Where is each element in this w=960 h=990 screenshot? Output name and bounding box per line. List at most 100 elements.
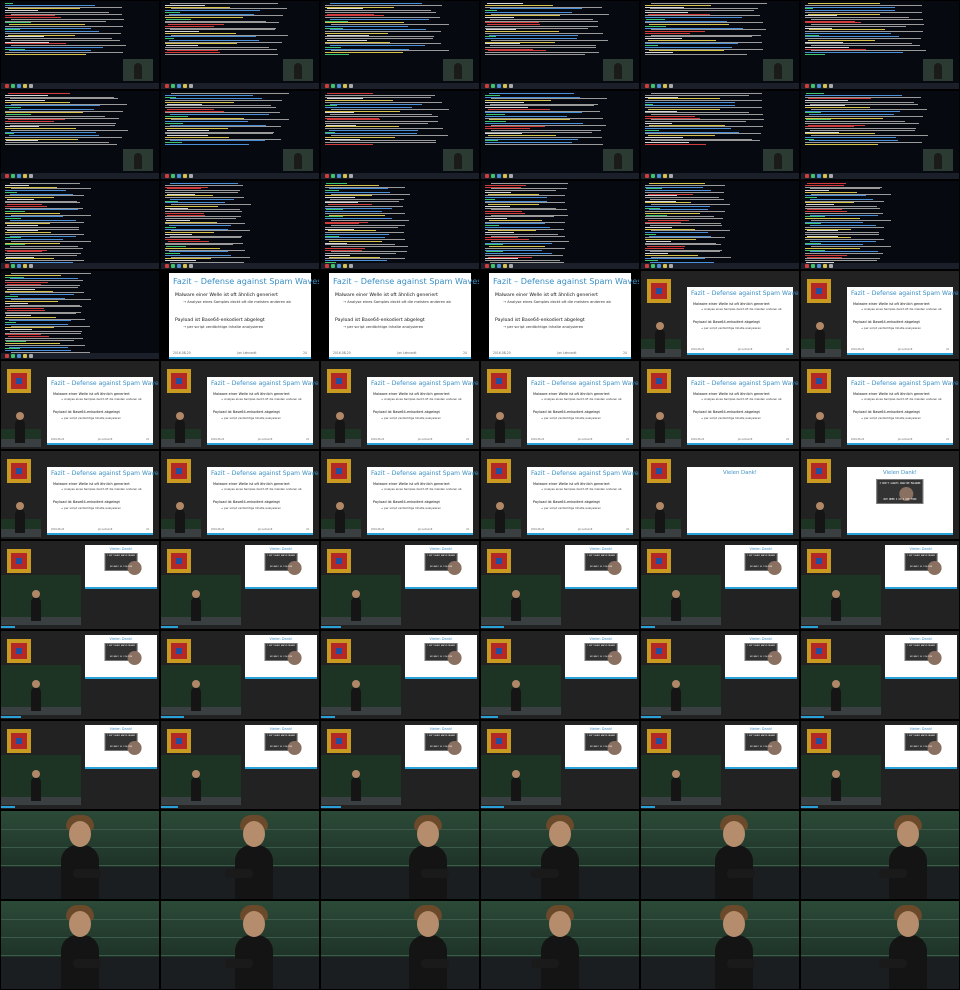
video-frame[interactable] — [321, 1, 479, 89]
video-frame[interactable] — [1, 811, 159, 899]
speaker-head — [32, 680, 40, 688]
terminal-line — [485, 260, 560, 261]
video-frame[interactable]: Vielen Dank! I DON'T ALWAYS ANALYZE MALWA… — [1, 721, 159, 809]
video-frame[interactable]: Fazit – Defense against Spam Waves Malwar… — [161, 361, 319, 449]
video-frame[interactable] — [641, 1, 799, 89]
video-frame[interactable] — [1, 181, 159, 269]
video-frame[interactable]: Vielen Dank! I DON'T ALWAYS ANALYZE MALWA… — [481, 631, 639, 719]
video-frame[interactable] — [1, 91, 159, 179]
taskbar — [321, 263, 479, 269]
terminal-line — [485, 46, 596, 48]
taskbar-icon — [325, 264, 329, 268]
terminal-line — [327, 119, 380, 121]
video-frame[interactable] — [801, 811, 959, 899]
meme-top-text: I DON'T ALWAYS ANALYZE MALWARE — [747, 556, 775, 558]
video-frame[interactable] — [801, 1, 959, 89]
video-frame[interactable] — [481, 181, 639, 269]
terminal-line — [485, 32, 603, 34]
taskbar-icon — [817, 84, 821, 88]
video-frame[interactable]: Fazit – Defense against Spam Waves Malwar… — [1, 361, 159, 449]
video-frame[interactable]: Vielen Dank! I DON'T ALWAYS ANALYZE MALWA… — [801, 451, 959, 539]
video-frame[interactable]: Fazit – Defense against Spam Waves Malwar… — [481, 271, 639, 359]
video-frame[interactable] — [801, 181, 959, 269]
video-frame[interactable] — [481, 811, 639, 899]
terminal-line — [485, 233, 558, 235]
video-frame[interactable] — [481, 91, 639, 179]
video-frame[interactable] — [641, 181, 799, 269]
terminal-line — [325, 239, 405, 240]
terminal-line — [485, 232, 515, 233]
video-frame[interactable] — [161, 811, 319, 899]
video-frame[interactable]: Fazit – Defense against Spam Waves Malwar… — [481, 361, 639, 449]
lectern — [1, 707, 81, 715]
video-frame[interactable] — [161, 1, 319, 89]
meme-face — [607, 561, 622, 576]
video-frame[interactable]: Vielen Dank! I DON'T ALWAYS ANALYZE MALWA… — [161, 631, 319, 719]
video-frame[interactable]: Vielen Dank! I DON'T ALWAYS ANALYZE MALWA… — [641, 541, 799, 629]
video-frame[interactable] — [641, 811, 799, 899]
video-frame[interactable] — [1, 271, 159, 359]
video-frame[interactable]: Fazit – Defense against Spam Waves Malwar… — [321, 271, 479, 359]
video-frame[interactable] — [481, 1, 639, 89]
slide-bullet: Payload ist Base64-enkodiert abgelegt — [533, 410, 600, 415]
video-frame[interactable]: Vielen Dank! I DON'T ALWAYS ANALYZE MALWA… — [1, 541, 159, 629]
video-frame[interactable]: Vielen Dank! I DON'T ALWAYS ANALYZE MALWA… — [161, 541, 319, 629]
video-frame[interactable] — [321, 811, 479, 899]
video-frame[interactable]: Vielen Dank! I DON'T ALWAYS ANALYZE MALWA… — [641, 631, 799, 719]
video-frame[interactable] — [481, 901, 639, 989]
progress-bar — [641, 716, 661, 718]
slide-thanks: Vielen Dank! — [909, 727, 933, 732]
video-frame[interactable] — [1, 901, 159, 989]
lectern — [1, 439, 41, 447]
video-frame[interactable] — [641, 901, 799, 989]
video-frame[interactable]: Vielen Dank! I DON'T ALWAYS ANALYZE MALWA… — [801, 721, 959, 809]
terminal-line — [645, 190, 712, 191]
video-frame[interactable]: Fazit – Defense against Spam Waves Malwar… — [641, 361, 799, 449]
video-frame[interactable] — [321, 181, 479, 269]
video-frame[interactable] — [321, 91, 479, 179]
video-frame[interactable]: Fazit – Defense against Spam Waves Malwar… — [321, 361, 479, 449]
taskbar-icon — [189, 174, 193, 178]
terminal-line — [645, 195, 677, 197]
video-frame[interactable]: Fazit – Defense against Spam Waves Malwar… — [1, 451, 159, 539]
terminal-line — [648, 24, 730, 25]
video-frame[interactable]: Vielen Dank! I DON'T ALWAYS ANALYZE MALWA… — [1, 631, 159, 719]
terminal-line — [5, 22, 32, 24]
video-frame[interactable]: Vielen Dank! I DON'T ALWAYS ANALYZE MALWA… — [641, 721, 799, 809]
video-frame[interactable]: Vielen Dank! I DON'T ALWAYS ANALYZE MALWA… — [481, 721, 639, 809]
slide-footer: 2016-08-20 Jan Lehnardt 24 — [173, 351, 307, 355]
video-frame[interactable] — [801, 901, 959, 989]
video-frame[interactable]: Vielen Dank! I DON'T ALWAYS ANALYZE MALWA… — [321, 541, 479, 629]
video-frame[interactable] — [161, 901, 319, 989]
video-frame[interactable]: Vielen Dank! I DON'T ALWAYS ANALYZE MALWA… — [801, 631, 959, 719]
meme-image: I DON'T ALWAYS ANALYZE MALWARE BUT WHEN I… — [424, 733, 462, 756]
video-frame[interactable] — [161, 91, 319, 179]
video-frame[interactable]: Fazit – Defense against Spam Waves Malwar… — [801, 361, 959, 449]
terminal-line — [485, 6, 602, 8]
video-frame[interactable]: Vielen Dank! I DON'T ALWAYS ANALYZE MALWA… — [321, 721, 479, 809]
video-frame[interactable]: Vielen Dank! I DON'T ALWAYS ANALYZE MALWA… — [801, 541, 959, 629]
terminal-line — [325, 184, 379, 186]
video-frame[interactable]: Vielen Dank! I DON'T ALWAYS ANALYZE MALWA… — [481, 541, 639, 629]
video-frame[interactable]: Fazit – Defense against Spam Waves Malwar… — [321, 451, 479, 539]
video-frame[interactable]: Fazit – Defense against Spam Waves Malwar… — [641, 271, 799, 359]
terminal-line — [806, 230, 839, 232]
terminal-line — [650, 34, 761, 36]
video-frame[interactable]: Fazit – Defense against Spam Waves Malwar… — [161, 271, 319, 359]
video-frame[interactable] — [1, 1, 159, 89]
video-frame[interactable]: Fazit – Defense against Spam Waves Malwar… — [161, 451, 319, 539]
video-frame[interactable] — [801, 91, 959, 179]
video-frame[interactable] — [321, 901, 479, 989]
video-frame[interactable] — [641, 91, 799, 179]
terminal-line — [169, 13, 255, 15]
video-frame[interactable] — [161, 181, 319, 269]
video-frame[interactable]: Fazit – Defense against Spam Waves Malwar… — [481, 451, 639, 539]
slide: Fazit – Defense against Spam Waves Malwar… — [47, 467, 159, 535]
terminal-line — [330, 198, 404, 200]
video-frame[interactable]: Vielen Dank! I DON'T ALWAYS ANALYZE MALWA… — [321, 631, 479, 719]
video-frame[interactable]: Vielen Dank! — [641, 451, 799, 539]
terminal-line — [805, 242, 821, 244]
video-frame[interactable]: Fazit – Defense against Spam Waves Malwar… — [801, 271, 959, 359]
video-frame[interactable]: Vielen Dank! I DON'T ALWAYS ANALYZE MALWA… — [161, 721, 319, 809]
slide: Vielen Dank! I DON'T ALWAYS ANALYZE MALWA… — [405, 635, 477, 679]
